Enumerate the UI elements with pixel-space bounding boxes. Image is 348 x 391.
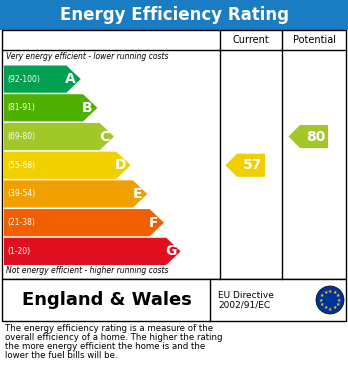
Text: 2002/91/EC: 2002/91/EC xyxy=(218,301,270,310)
Text: A: A xyxy=(65,72,76,86)
Text: Very energy efficient - lower running costs: Very energy efficient - lower running co… xyxy=(6,52,168,61)
Text: C: C xyxy=(99,129,109,143)
Text: ★: ★ xyxy=(323,305,328,310)
Polygon shape xyxy=(4,209,164,236)
Text: ★: ★ xyxy=(328,289,332,294)
Text: The energy efficiency rating is a measure of the: The energy efficiency rating is a measur… xyxy=(5,324,213,333)
Polygon shape xyxy=(4,123,114,150)
Text: ★: ★ xyxy=(319,298,323,303)
Text: D: D xyxy=(115,158,126,172)
Text: ★: ★ xyxy=(328,307,332,312)
Text: ★: ★ xyxy=(332,305,337,310)
Text: ★: ★ xyxy=(337,298,341,303)
Text: (92-100): (92-100) xyxy=(7,75,40,84)
Bar xyxy=(2,30,346,279)
Text: ★: ★ xyxy=(323,290,328,295)
Text: (69-80): (69-80) xyxy=(7,132,35,141)
Text: lower the fuel bills will be.: lower the fuel bills will be. xyxy=(5,351,118,360)
Text: (55-68): (55-68) xyxy=(7,161,35,170)
Text: Potential: Potential xyxy=(293,35,335,45)
Text: (39-54): (39-54) xyxy=(7,190,35,199)
Text: ★: ★ xyxy=(335,302,340,307)
Text: ★: ★ xyxy=(320,302,324,307)
Text: ★: ★ xyxy=(335,293,340,298)
Text: overall efficiency of a home. The higher the rating: overall efficiency of a home. The higher… xyxy=(5,333,222,342)
Text: England & Wales: England & Wales xyxy=(22,291,192,309)
Text: 80: 80 xyxy=(306,129,326,143)
Text: Energy Efficiency Rating: Energy Efficiency Rating xyxy=(60,6,288,24)
Bar xyxy=(0,0,348,30)
Text: (21-38): (21-38) xyxy=(7,218,35,227)
Text: (81-91): (81-91) xyxy=(7,103,35,112)
Text: B: B xyxy=(82,101,93,115)
Text: G: G xyxy=(165,244,176,258)
Polygon shape xyxy=(4,180,147,208)
Text: EU Directive: EU Directive xyxy=(218,291,274,300)
Bar xyxy=(2,279,346,321)
Text: F: F xyxy=(149,216,159,230)
Polygon shape xyxy=(4,94,97,122)
Text: the more energy efficient the home is and the: the more energy efficient the home is an… xyxy=(5,342,205,351)
Text: (1-20): (1-20) xyxy=(7,247,30,256)
Text: ★: ★ xyxy=(332,290,337,295)
Polygon shape xyxy=(4,66,81,93)
Text: Current: Current xyxy=(232,35,269,45)
Circle shape xyxy=(316,286,344,314)
Text: 57: 57 xyxy=(243,158,263,172)
Polygon shape xyxy=(4,152,131,179)
Text: Not energy efficient - higher running costs: Not energy efficient - higher running co… xyxy=(6,266,168,275)
Text: ★: ★ xyxy=(320,293,324,298)
Polygon shape xyxy=(288,125,328,148)
Text: E: E xyxy=(133,187,142,201)
Polygon shape xyxy=(4,238,181,265)
Polygon shape xyxy=(226,154,265,177)
